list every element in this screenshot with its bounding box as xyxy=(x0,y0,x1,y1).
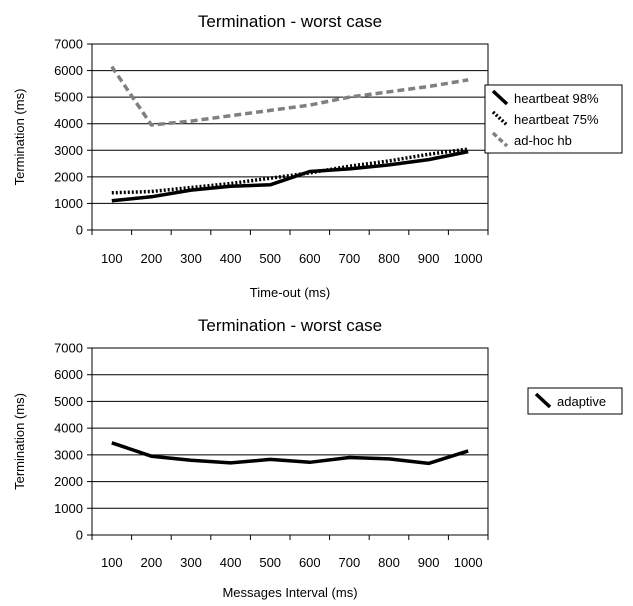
y-axis-label: Termination (ms) xyxy=(12,89,27,186)
series-line xyxy=(111,149,469,203)
x-tick-label: 700 xyxy=(339,555,361,570)
x-tick-label: 900 xyxy=(418,251,440,266)
x-axis-label: Time-out (ms) xyxy=(250,285,330,300)
x-tick-label: 300 xyxy=(180,251,202,266)
y-tick-label: 0 xyxy=(76,528,83,543)
y-tick-label: 6000 xyxy=(54,63,83,78)
series-line xyxy=(111,147,469,195)
series-line xyxy=(111,441,469,466)
x-tick-label: 700 xyxy=(339,251,361,266)
y-tick-label: 0 xyxy=(76,223,83,238)
x-tick-label: 600 xyxy=(299,555,321,570)
legend-swatch xyxy=(534,392,552,409)
x-tick-label: 200 xyxy=(141,555,163,570)
legend-box xyxy=(484,84,623,154)
legend-label: heartbeat 75% xyxy=(514,112,599,127)
x-tick-label: 200 xyxy=(141,251,163,266)
y-tick-label: 5000 xyxy=(54,394,83,409)
legend-swatch xyxy=(491,110,509,127)
y-tick-label: 7000 xyxy=(54,341,83,356)
x-tick-label: 1000 xyxy=(454,251,483,266)
x-tick-label: 500 xyxy=(259,555,281,570)
legend-swatch xyxy=(491,89,509,106)
chart-title: Termination - worst case xyxy=(198,316,382,335)
plot-frame xyxy=(91,347,489,536)
y-tick-label: 2000 xyxy=(54,474,83,489)
y-tick-label: 4000 xyxy=(54,421,83,436)
plot-frame xyxy=(91,43,489,231)
y-axis-label: Termination (ms) xyxy=(12,393,27,490)
y-tick-label: 3000 xyxy=(54,447,83,462)
x-tick-label: 400 xyxy=(220,251,242,266)
x-tick-label: 100 xyxy=(101,251,123,266)
x-tick-label: 800 xyxy=(378,555,400,570)
chart-title: Termination - worst case xyxy=(198,12,382,31)
y-tick-label: 1000 xyxy=(54,196,83,211)
x-tick-label: 600 xyxy=(299,251,321,266)
y-tick-label: 6000 xyxy=(54,367,83,382)
x-axis-label: Messages Interval (ms) xyxy=(222,585,357,600)
x-tick-label: 800 xyxy=(378,251,400,266)
y-tick-label: 1000 xyxy=(54,501,83,516)
legend-label: heartbeat 98% xyxy=(514,91,599,106)
y-tick-label: 7000 xyxy=(54,37,83,52)
x-tick-label: 1000 xyxy=(454,555,483,570)
legend-label: adaptive xyxy=(557,394,606,409)
y-tick-label: 4000 xyxy=(54,116,83,131)
x-tick-label: 500 xyxy=(259,251,281,266)
x-tick-label: 100 xyxy=(101,555,123,570)
x-tick-label: 900 xyxy=(418,555,440,570)
legend-swatch xyxy=(491,131,509,148)
x-tick-label: 300 xyxy=(180,555,202,570)
legend-label: ad-hoc hb xyxy=(514,133,572,148)
x-tick-label: 400 xyxy=(220,555,242,570)
y-tick-label: 3000 xyxy=(54,143,83,158)
series-line xyxy=(110,65,469,127)
y-tick-label: 2000 xyxy=(54,169,83,184)
y-tick-label: 5000 xyxy=(54,90,83,105)
